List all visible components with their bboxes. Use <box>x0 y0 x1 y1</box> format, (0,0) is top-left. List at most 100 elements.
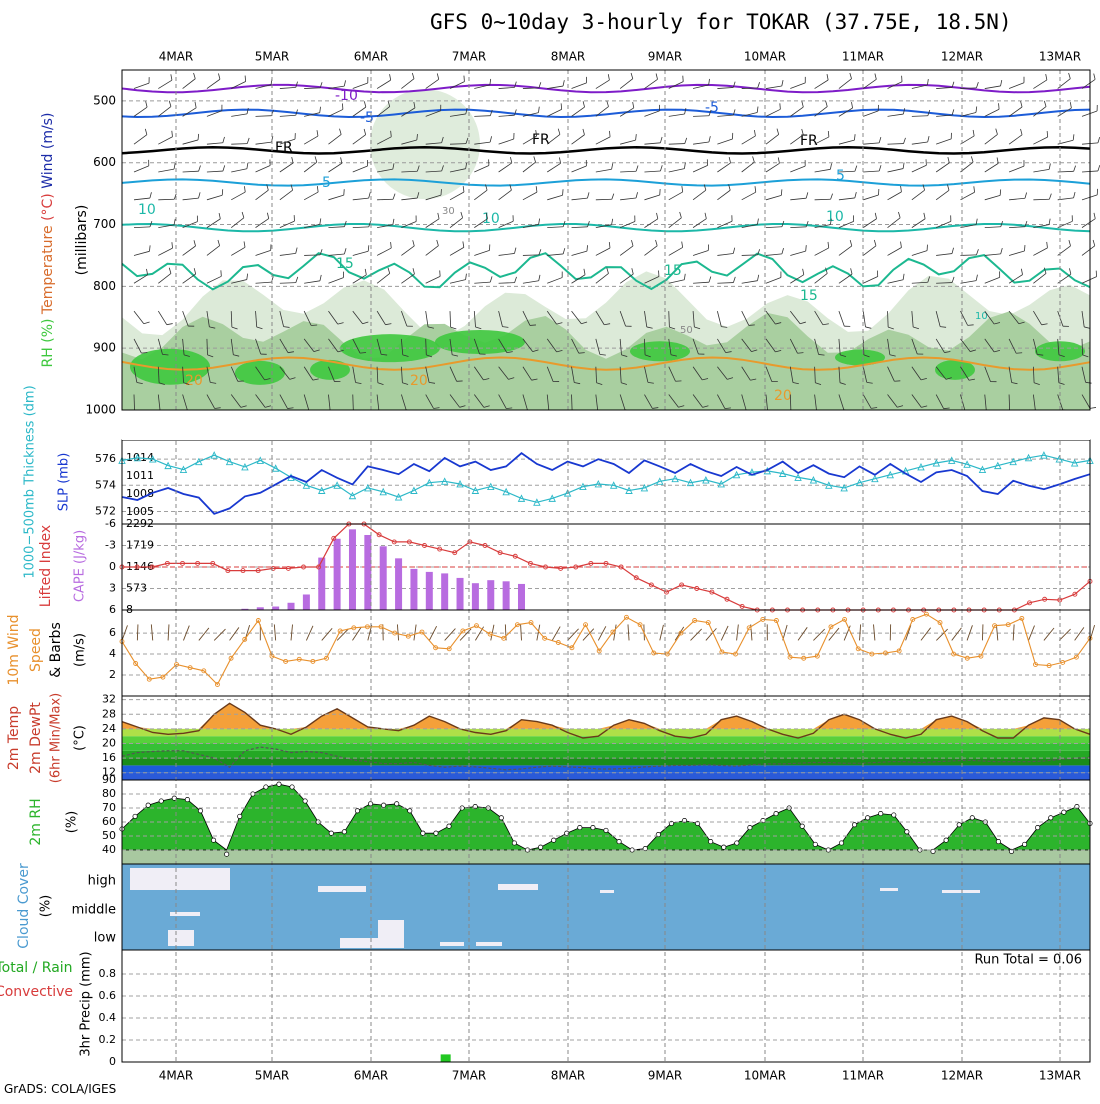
wind-barb-flag <box>660 137 662 143</box>
wind-barb-flag <box>466 274 467 280</box>
wind-barb <box>134 135 147 144</box>
wind-barb-flag <box>898 212 900 218</box>
rh2m-point <box>722 845 726 849</box>
wind-barb <box>766 109 780 116</box>
wind-barb <box>231 144 247 145</box>
wind-barb-flag <box>780 103 781 109</box>
wind-barb <box>450 280 466 284</box>
date-label-bottom: 7MAR <box>452 1069 487 1083</box>
wind10m-barb <box>1059 629 1070 640</box>
pressure-tick-label: 600 <box>93 155 116 169</box>
cloud-cover-block <box>168 930 194 946</box>
wind-barb <box>790 166 805 172</box>
wind-barb-flag <box>1049 163 1050 169</box>
temp2m-label-2: 2m DewPt <box>28 702 44 774</box>
wind10m-barb <box>230 627 239 640</box>
cloud-cover-block <box>170 912 200 916</box>
wind-barb-flag <box>1021 269 1022 275</box>
wind-barb <box>450 247 464 255</box>
wind-barb <box>207 219 220 228</box>
wind-barb-flag <box>247 163 248 169</box>
rh2m-point <box>578 825 582 829</box>
wind-barb-flag <box>854 134 855 140</box>
wind-barb <box>426 276 440 283</box>
wind-barb <box>158 311 166 325</box>
wind-barb <box>644 195 659 200</box>
wind-barb-flag <box>218 240 220 246</box>
wind-barb <box>815 80 829 89</box>
wind-barb-flag <box>438 213 439 219</box>
wind-barb <box>207 276 221 283</box>
temp-band <box>122 743 1090 750</box>
wind-barb-flag <box>904 138 906 144</box>
wind-barb <box>304 136 318 144</box>
wind-barb <box>377 199 393 200</box>
contour-label: 50 <box>680 325 693 336</box>
wind-barb <box>960 192 974 200</box>
wind-barb <box>766 134 779 144</box>
wind-barb <box>985 227 1001 228</box>
wind-barb <box>183 140 198 144</box>
wind-barb <box>620 79 633 89</box>
wind-barb-flag <box>219 213 220 219</box>
wind-barb <box>669 247 683 255</box>
date-label-bottom: 4MAR <box>159 1069 194 1083</box>
wind-barb-flag <box>928 136 929 142</box>
rh2m-point <box>434 831 438 835</box>
wind-barb <box>280 190 293 200</box>
wind-barb <box>1033 248 1047 256</box>
precip-convective-label: Convective <box>0 984 73 1000</box>
wind-barb-flag <box>971 156 973 162</box>
wind-barb <box>644 143 660 144</box>
wind-barb-flag <box>1021 101 1023 107</box>
wind-barb-flag <box>1049 219 1050 225</box>
wind-barb-flag <box>828 242 829 248</box>
wind-barb <box>888 248 902 256</box>
wind10m-barb <box>936 629 947 640</box>
wind-barb-flag <box>782 80 783 86</box>
wind-barb <box>742 192 756 200</box>
wind-barb-flag <box>538 107 539 113</box>
wind-barb <box>256 190 269 200</box>
wind-barb <box>426 219 439 228</box>
wind-barb <box>1033 169 1049 172</box>
temp-tick-label: 32 <box>102 693 116 706</box>
cape-bar <box>288 603 295 610</box>
wind-barb-flag <box>828 131 829 137</box>
wind-barb-flag <box>563 248 565 254</box>
rh2m-point <box>342 830 346 834</box>
wind-barb <box>377 80 391 88</box>
wind-barb-flag <box>145 129 147 135</box>
rh2m-point <box>1022 842 1026 846</box>
wind10m-barb <box>274 624 275 640</box>
wind-barb-flag <box>753 156 755 162</box>
wind-barb-flag <box>633 102 634 108</box>
wind-barb <box>353 251 368 255</box>
wind-barb <box>985 195 1000 199</box>
wind-barb-flag <box>1069 73 1071 79</box>
wind10m-barb <box>414 625 416 641</box>
rh2m-point <box>774 811 778 815</box>
wind-barb <box>474 165 489 172</box>
wind-barb <box>572 135 585 144</box>
cape-bar <box>364 535 371 610</box>
wind10m-label-1: 10m Wind <box>6 614 22 685</box>
rh2m-point <box>133 814 137 818</box>
wind-barb <box>401 274 414 283</box>
wind-barb <box>766 195 781 199</box>
wind-barb <box>790 251 805 255</box>
wind-barb-flag <box>827 74 828 80</box>
wind-barb-flag <box>729 157 730 163</box>
wind-barb <box>158 80 172 88</box>
wind-barb-flag <box>146 101 147 107</box>
cloud-level-label: low <box>94 931 117 946</box>
thickness-tick-label: 572 <box>95 504 116 517</box>
wind-barb-flag <box>974 186 975 192</box>
wind-barb <box>669 192 683 200</box>
wind-barb-flag <box>583 129 585 135</box>
wind-barb-flag <box>976 275 977 281</box>
wind-barb <box>377 273 390 283</box>
wind-barb-flag <box>1074 192 1075 198</box>
wind-barb <box>450 311 451 327</box>
